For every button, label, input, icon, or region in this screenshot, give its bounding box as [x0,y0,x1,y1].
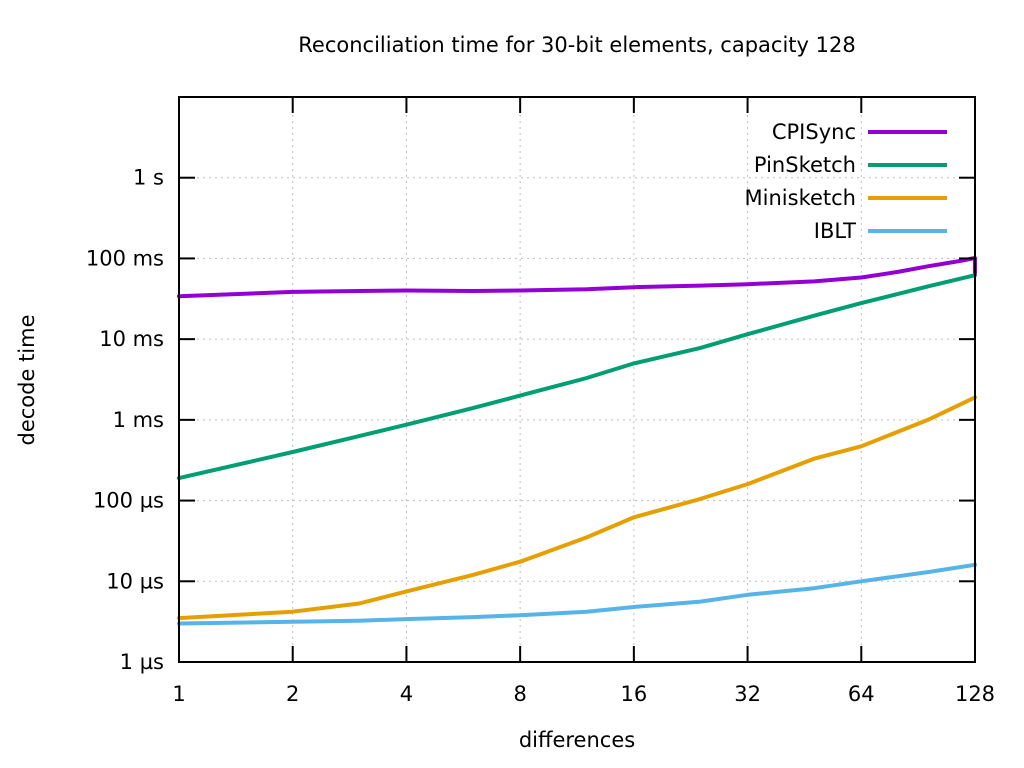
x-tick-label: 2 [286,682,299,706]
chart-title: Reconciliation time for 30-bit elements,… [298,33,855,57]
series-line-iblt [177,562,977,626]
legend-label-cpisync: CPISync [772,120,856,144]
y-tick-label: 10 ms [99,327,164,351]
x-tick-label: 1 [172,682,185,706]
series-line-minisketch [177,395,977,621]
y-tick-label: 100 µs [93,489,164,513]
series-line-pinsketch [177,273,977,481]
x-tick-label: 16 [620,682,647,706]
legend-label-minisketch: Minisketch [745,186,856,210]
plot-layers: 1 2 4 8 16 32 64 128 1 µs 10 µs 100 µs 1 ms 10 ms 100… [86,96,995,706]
legend-label-iblt: IBLT [814,219,856,243]
x-tick-label: 4 [400,682,413,706]
y-tick-label: 1 µs [120,650,164,674]
x-tick-label: 128 [955,682,995,706]
x-tick-label: 32 [734,682,761,706]
y-tick-label: 10 µs [106,569,164,593]
x-tick-label: 64 [848,682,875,706]
plot-border [178,96,976,663]
y-axis-label: decode time [15,314,39,445]
y-tick-label: 100 ms [86,246,164,270]
x-tick-label: 8 [513,682,526,706]
y-tick-label: 1 ms [113,408,164,432]
series-line-cpisync [177,256,977,299]
x-axis-label: differences [519,728,635,752]
y-tick-label: 1 s [133,166,164,190]
legend-label-pinsketch: PinSketch [754,153,856,177]
